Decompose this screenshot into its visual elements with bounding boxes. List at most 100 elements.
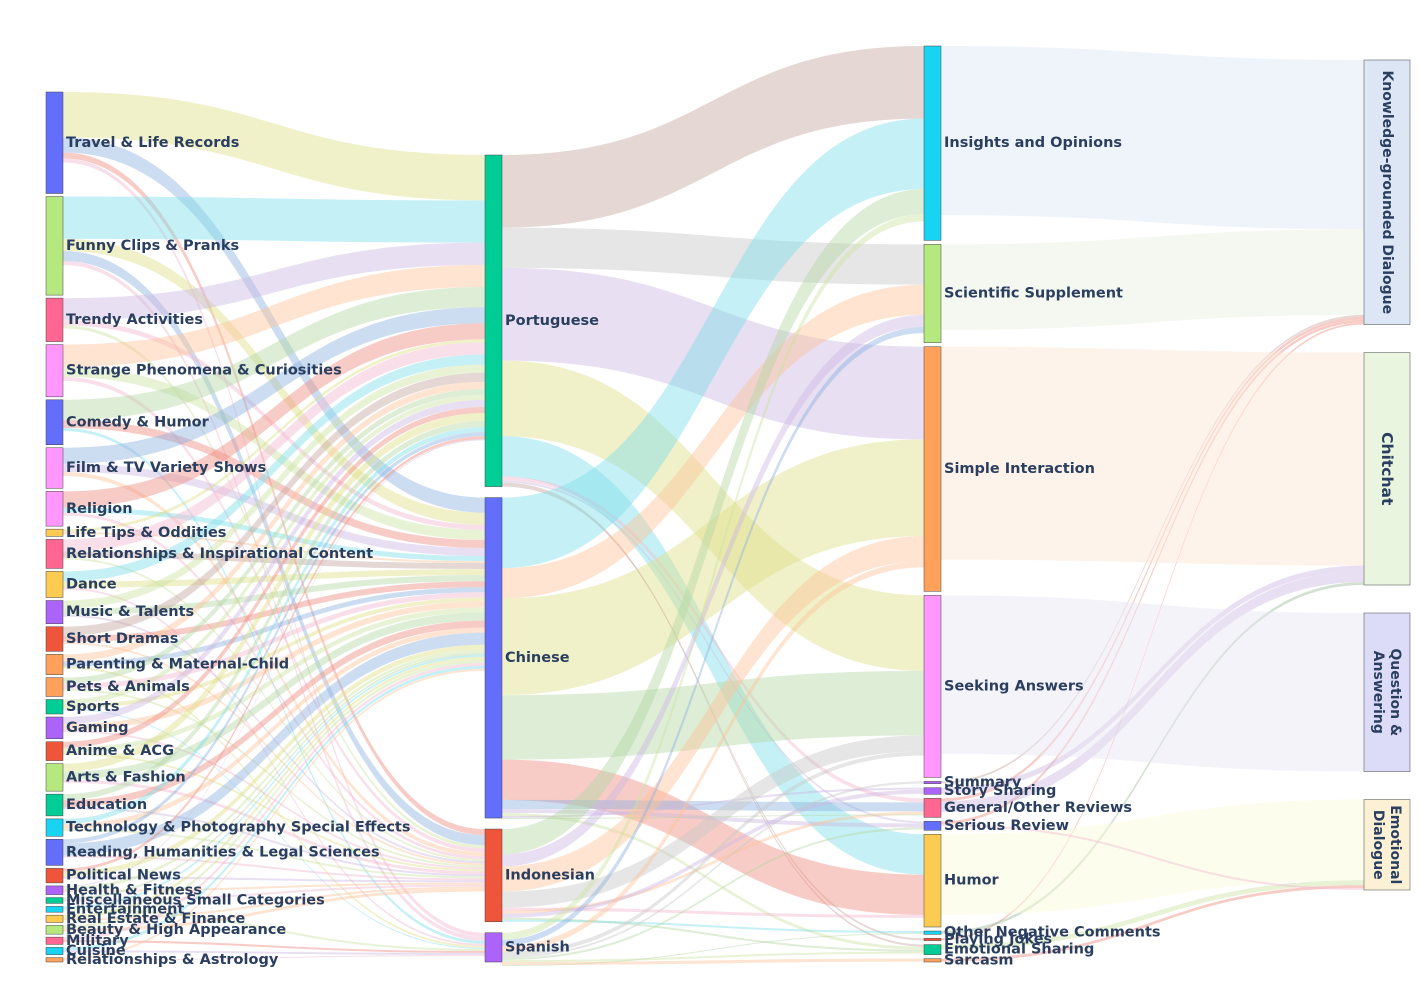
sankey-link [63,372,485,636]
sankey-link [63,644,485,877]
node-label: Film & TV Variety Shows [66,460,266,476]
sankey-link [941,316,1364,802]
sankey-node [923,781,942,784]
sankey-link [63,807,485,877]
sankey-node [45,763,64,792]
node-label: Serious Review [944,818,1069,834]
node-label: Trendy Activities [66,312,203,328]
sankey-link [63,779,485,875]
node-label: Education [66,797,147,813]
sankey-node [1363,799,1411,891]
sankey-link [63,641,485,866]
sankey-node [45,677,64,697]
sankey-link [502,118,924,569]
node-label: Military [66,933,129,949]
sankey-link [63,376,485,853]
sankey-node [484,932,503,963]
sankey-link [63,569,485,588]
sankey-links [63,46,1364,967]
sankey-link [63,665,485,951]
sankey-link [502,46,924,228]
sankey-link [502,327,924,946]
sankey-link [502,484,924,941]
sankey-link [63,432,485,844]
sankey-link [63,342,485,552]
sankey-link [63,612,485,780]
sankey-link [63,627,485,829]
sankey-node [45,914,64,923]
sankey-link [63,287,485,420]
sankey-node [45,897,64,904]
sankey-link [502,827,924,960]
sankey-link [63,413,485,772]
sankey-link [63,339,485,533]
sankey-link [502,933,924,967]
sankey-link [63,659,485,929]
node-label: Travel & Life Records [66,135,239,151]
sankey-link [63,730,485,870]
node-label: Anime & ACG [66,743,174,759]
sankey-link [63,607,485,753]
sankey-link [502,907,924,918]
sankey-node [923,834,942,928]
sankey-link [63,597,485,709]
node-label: Dance [66,576,117,592]
sankey-node [45,818,64,837]
sankey-node [45,868,64,884]
sankey-link [63,399,485,725]
sankey-node [45,447,64,489]
sankey-link [63,463,485,557]
sankey-link [63,471,485,857]
sankey-node [45,793,64,817]
sankey-link [941,880,1364,950]
sankey-link [63,196,485,243]
sankey-link [63,436,485,872]
sankey-link [941,319,1364,825]
sankey-link [63,512,485,860]
node-label: Comedy & Humor [66,414,210,430]
sankey-node [45,91,64,194]
sankey-link [63,884,485,902]
sankey-node [923,930,942,935]
sankey-link [502,919,924,934]
sankey-node [45,716,64,739]
sankey-link [941,46,1364,230]
node-label-line: Emotional [1387,805,1403,884]
sankey-link [502,799,924,812]
node-label-line: Answering [1370,651,1386,734]
node-label: Indonesian [505,867,595,883]
sankey-node [45,957,64,963]
sankey-link [63,421,485,801]
node-label: Knowledge-grounded Dialogue [1379,70,1395,314]
sankey-link [63,325,485,849]
node-label: Simple Interaction [944,461,1095,477]
sankey-link [63,654,485,909]
sankey-link [502,476,924,803]
sankey-node [45,839,64,866]
sankey-link [63,581,485,642]
sankey-node [45,654,64,675]
sankey-link [63,855,485,881]
sankey-node [923,45,942,241]
sankey-node [923,821,942,831]
sankey-node [923,958,942,963]
node-label: Question &Answering [1370,648,1403,736]
sankey-nodes [45,45,1411,963]
sankey-node [1363,612,1411,772]
sankey-node [45,344,64,398]
sankey-link [63,364,485,609]
sankey-link [502,951,924,962]
sankey-link [63,557,485,862]
sankey-link [502,314,924,867]
sankey-link [63,507,485,562]
node-label: Reading, Humanities & Legal Sciences [66,844,380,860]
sankey-link [63,406,485,748]
node-label: Summary [944,775,1022,791]
sankey-link [502,787,924,819]
sankey-node [45,491,64,527]
sankey-node [45,297,64,342]
sankey-link [502,360,924,671]
sankey-node [45,936,64,945]
sankey-link [63,649,485,890]
node-label: Humor [944,873,1000,889]
